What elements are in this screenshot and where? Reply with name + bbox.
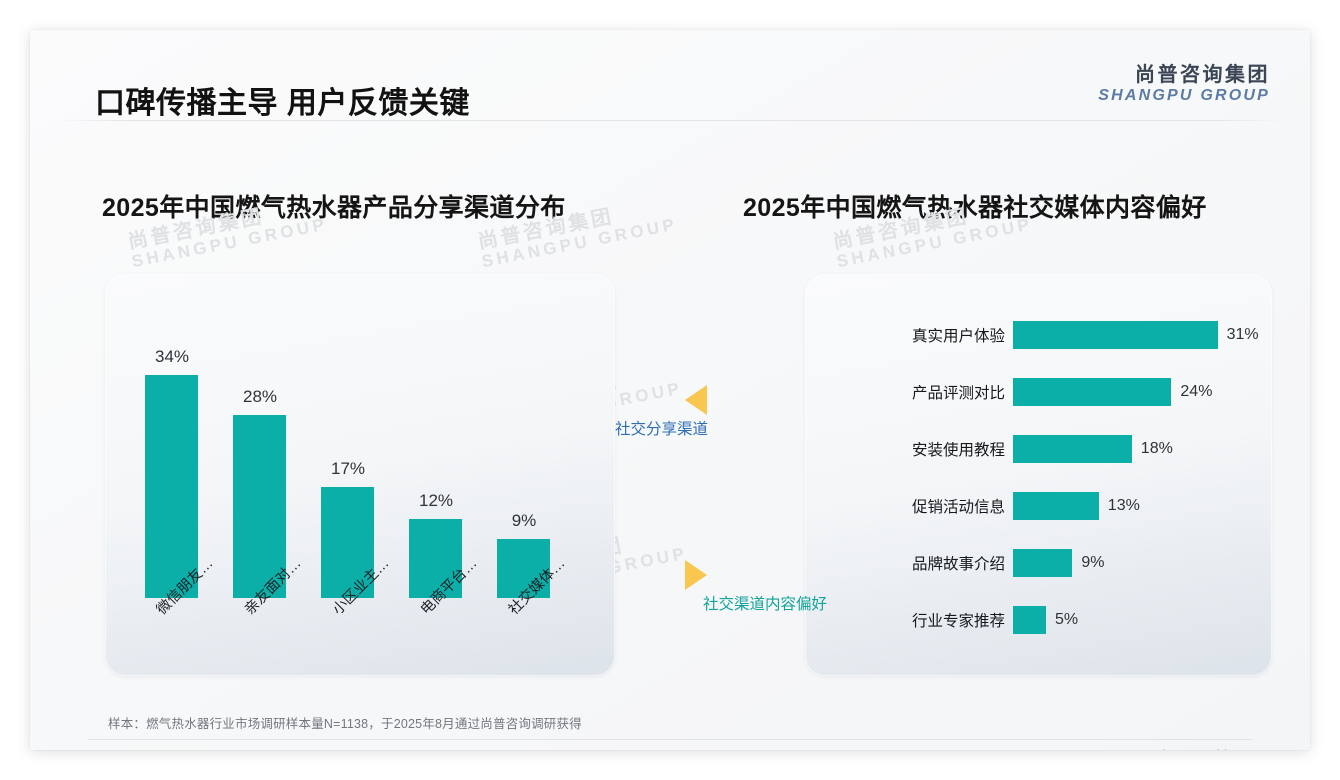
bar-category-label: 产品评测对比 (911, 385, 1005, 402)
slide-header: 口碑传播主导 用户反馈关键 尚普咨询集团 SHANGPU GROUP (30, 30, 1310, 122)
vertical-bar (321, 486, 374, 598)
bar-category-label: 安装使用教程 (911, 442, 1005, 459)
horizontal-bar (1013, 606, 1046, 634)
header-divider (55, 120, 1285, 121)
horizontal-bar-chart: 真实用户体验 31% 产品评测对比 24% 安装使用教程 18% 促销活动信息 13% 品牌故事… (805, 274, 1272, 676)
horizontal-bar (1013, 378, 1172, 406)
horizontal-bar-row: 行业专家推荐 5% (805, 603, 1272, 637)
horizontal-bar-row: 安装使用教程 18% (805, 432, 1272, 466)
footer-website: www.shangpu-china.com (1125, 748, 1270, 750)
footer-divider (88, 739, 1253, 740)
bar-category-label: 行业专家推荐 (911, 613, 1005, 630)
vertical-bar (497, 539, 550, 598)
bar-value-label: 28% (242, 386, 278, 406)
vertical-bar (145, 375, 198, 598)
vertical-bar-chart: 34% 微信朋友… 28% 亲友面对… 17% 小区业主… 12% 电商平台… 9% 社交媒体… (105, 274, 615, 676)
horizontal-bar-row: 促销活动信息 13% (805, 489, 1272, 523)
horizontal-bar (1013, 549, 1073, 577)
logo-english-text: SHANGPU GROUP (1098, 87, 1270, 104)
annotation-label: 社交分享渠道 (615, 421, 709, 438)
triangle-right-icon (685, 560, 707, 590)
left-chart-panel: 34% 微信朋友… 28% 亲友面对… 17% 小区业主… 12% 电商平台… 9% 社交媒体… (105, 274, 615, 676)
left-chart-title: 2025年中国燃气热水器产品分享渠道分布 (102, 194, 566, 222)
bar-category-label: 品牌故事介绍 (911, 556, 1005, 573)
bar-value-label: 12% (418, 491, 454, 511)
bar-category-label: 真实用户体验 (911, 328, 1005, 345)
slide-canvas: 口碑传播主导 用户反馈关键 尚普咨询集团 SHANGPU GROUP 2025年… (30, 30, 1310, 750)
bar-value-label: 9% (1081, 554, 1105, 571)
vertical-bar (233, 414, 286, 598)
horizontal-bar-row: 产品评测对比 24% (805, 375, 1272, 409)
right-chart-panel: 真实用户体验 31% 产品评测对比 24% 安装使用教程 18% 促销活动信息 13% 品牌故事… (805, 274, 1272, 676)
triangle-left-icon (685, 385, 707, 415)
bar-value-label: 24% (1180, 383, 1213, 400)
page-title: 口碑传播主导 用户反馈关键 (95, 87, 470, 120)
horizontal-bar (1013, 435, 1132, 463)
sample-footnote: 样本：燃气热水器行业市场调研样本量N=1138，于2025年8月通过尚普咨询调研… (108, 717, 582, 731)
bar-value-label: 5% (1055, 611, 1079, 628)
horizontal-bar-row: 品牌故事介绍 9% (805, 546, 1272, 580)
horizontal-bar-row: 真实用户体验 31% (805, 318, 1272, 352)
bar-value-label: 34% (154, 347, 190, 367)
horizontal-bar (1013, 492, 1099, 520)
bar-category-label: 促销活动信息 (911, 499, 1005, 516)
annotation-label: 社交渠道内容偏好 (703, 596, 828, 613)
horizontal-bar (1013, 321, 1218, 349)
bar-value-label: 13% (1107, 497, 1140, 514)
logo-chinese-text: 尚普咨询集团 (1135, 64, 1270, 86)
bar-value-label: 9% (511, 511, 537, 531)
bar-value-label: 18% (1140, 440, 1173, 457)
bar-value-label: 31% (1226, 326, 1259, 343)
right-chart-title: 2025年中国燃气热水器社交媒体内容偏好 (743, 194, 1207, 222)
brand-logo: 尚普咨询集团 SHANGPU GROUP (1098, 64, 1270, 105)
footer-copyright: ©2025.10 SHANGPU GROUP (70, 748, 246, 750)
bar-value-label: 17% (330, 458, 366, 478)
vertical-bar (409, 519, 462, 598)
